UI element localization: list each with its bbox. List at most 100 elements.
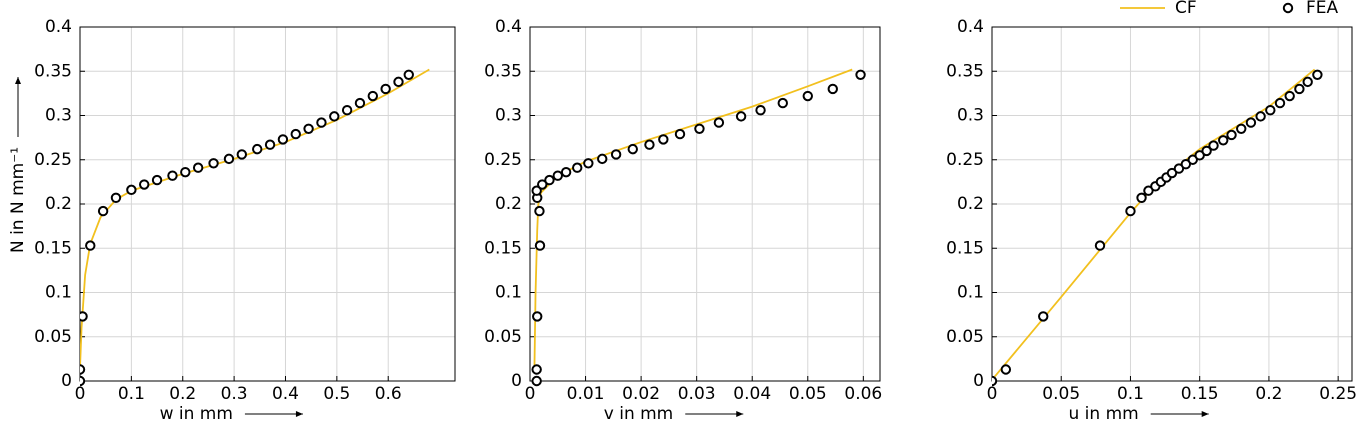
y-tick-label: 0.15 [484, 238, 522, 258]
x-tick-label: 0.4 [272, 384, 299, 404]
fea-point [1236, 123, 1247, 134]
fea-point [341, 104, 353, 116]
fea-point [85, 240, 96, 251]
fea-point [827, 83, 838, 95]
fea-point [139, 179, 150, 190]
fea-point [1245, 117, 1257, 128]
fea-point [644, 139, 655, 150]
fea-point [531, 185, 542, 196]
legend-label: FEA [1306, 0, 1339, 18]
x-tick-label: 0.02 [622, 384, 660, 404]
fea-point [1125, 205, 1136, 217]
legend-label: CF [1175, 0, 1197, 18]
plot-frame [79, 26, 456, 382]
x-axis-label: w in mm [160, 404, 233, 424]
x-tick-label: 0.1 [1117, 384, 1144, 404]
fea-point [777, 97, 788, 109]
fea-point [802, 90, 813, 102]
fea-point [167, 170, 178, 181]
fea-point [537, 179, 548, 190]
fea-point [1294, 83, 1305, 95]
fea-point [1208, 140, 1219, 151]
fea-point [151, 174, 163, 186]
fea-point [80, 375, 86, 387]
fea-point [354, 97, 366, 109]
x-tick-label: 0.03 [678, 384, 716, 404]
fea-point [1255, 111, 1266, 122]
x-tick-label: 0.05 [1042, 384, 1080, 404]
y-tick-label: 0.4 [957, 17, 984, 37]
y-tick-label: 0.3 [495, 106, 522, 126]
x-tick-label: 0 [987, 384, 998, 404]
fea-point [180, 166, 191, 178]
fea-point [1000, 364, 1012, 375]
y-tick-label: 0.35 [34, 61, 72, 81]
legend-marker [1282, 2, 1294, 14]
fea-point [735, 111, 747, 122]
x-tick-label: 0.04 [733, 384, 771, 404]
fea-point [531, 364, 542, 375]
fea-point [403, 69, 414, 80]
fea-point [236, 149, 248, 160]
fea-point [658, 134, 669, 145]
fea-point [303, 123, 314, 134]
y-tick-label: 0.1 [495, 283, 522, 303]
fea-point [1226, 129, 1237, 141]
arrow-head [1201, 411, 1209, 417]
fea-point [855, 69, 866, 80]
x-tick-label: 0 [525, 384, 536, 404]
fea-point [97, 205, 109, 217]
fea-point [110, 192, 122, 204]
fea-point [992, 375, 998, 387]
y-tick-label: 0.05 [34, 327, 72, 347]
y-tick-label: 0.4 [495, 17, 522, 37]
fea-point [264, 139, 276, 150]
fea-point [1218, 135, 1229, 146]
y-tick-label: 0.15 [34, 238, 72, 258]
plot-area [80, 68, 430, 387]
x-tick-label: 0.3 [221, 384, 248, 404]
plot-area [992, 68, 1323, 387]
arrow-head [295, 411, 303, 417]
fea-point [290, 128, 301, 140]
fea-point [1312, 69, 1323, 80]
fea-point [126, 184, 137, 196]
fea-point [1274, 97, 1286, 109]
y-tick-label: 0.3 [45, 106, 72, 126]
y-tick-label: 0 [61, 371, 72, 391]
fea-point [316, 117, 327, 128]
fea-point [534, 240, 546, 251]
fea-point [192, 162, 204, 173]
y-tick-label: 0.1 [45, 283, 72, 303]
fea-point [393, 76, 404, 88]
arrow-head [736, 411, 744, 417]
fea-point [277, 134, 289, 145]
y-tick-label: 0.05 [484, 327, 522, 347]
y-tick-label: 0.35 [484, 61, 522, 81]
x-tick-label: 0.6 [375, 384, 402, 404]
x-tick-label: 0.25 [1319, 384, 1357, 404]
plot-area [531, 68, 866, 387]
x-tick-label: 0.5 [323, 384, 350, 404]
fea-point [560, 166, 572, 178]
fea-point [80, 311, 88, 322]
fea-point [694, 123, 705, 134]
fea-point [329, 111, 340, 122]
y-tick-label: 0.2 [495, 194, 522, 214]
plot-frame [529, 26, 881, 382]
y-tick-label: 0 [511, 371, 522, 391]
fea-point [380, 83, 391, 95]
fea-point [223, 153, 235, 165]
fea-point [1038, 311, 1049, 322]
cf-line [80, 68, 430, 368]
x-axis-label: u in mm [1068, 404, 1138, 424]
x-tick-label: 0 [75, 384, 86, 404]
fea-point [544, 174, 555, 186]
fea-point [1284, 90, 1295, 102]
fea-point [597, 153, 608, 165]
fea-point [1201, 145, 1212, 157]
fea-point [1302, 76, 1313, 88]
fea-point [674, 128, 686, 140]
y-tick-label: 0.25 [484, 150, 522, 170]
